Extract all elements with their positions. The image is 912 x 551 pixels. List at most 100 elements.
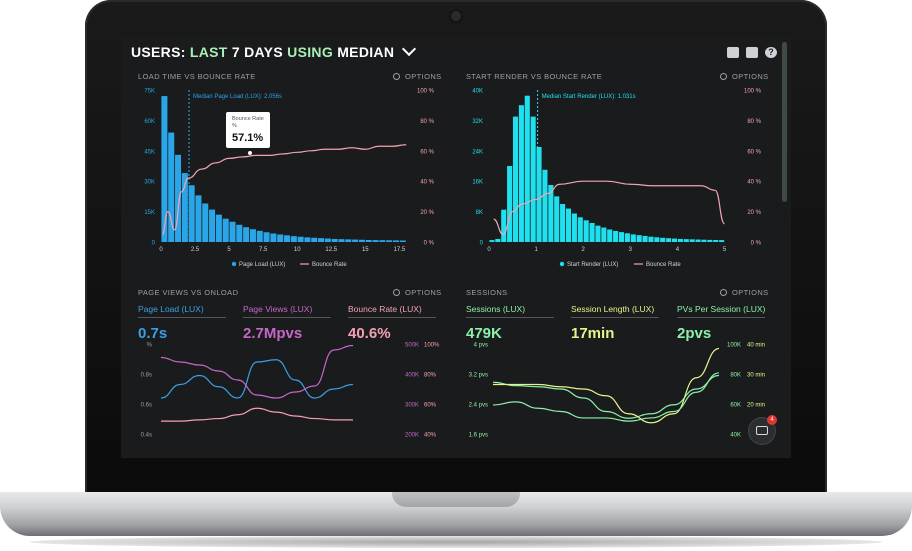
- metric-page-load: Page Load (LUX) 0.7s: [138, 304, 226, 342]
- x-tick-label: 0: [487, 247, 491, 253]
- options-load[interactable]: OPTIONS: [393, 72, 442, 81]
- metric-label: Bounce Rate (LUX): [348, 304, 436, 318]
- histogram-bar: [671, 238, 678, 242]
- histogram-bar: [707, 239, 713, 242]
- histogram-bar: [689, 239, 695, 242]
- camera-icon: [451, 11, 461, 21]
- gear-icon: [393, 289, 400, 296]
- histogram-bar: [195, 195, 202, 242]
- tooltip-value: 57.1%: [232, 132, 263, 144]
- laptop-notch: [392, 492, 520, 507]
- y2-tick-label: 80 %: [747, 119, 761, 125]
- y2-tick-label: 100 %: [417, 89, 435, 95]
- x-tick-label: 17.5: [394, 247, 406, 253]
- legend-label: Page Load (LUX): [239, 262, 285, 268]
- histogram-bar: [222, 218, 229, 242]
- title-range: 7 DAYS: [231, 44, 283, 60]
- histogram-bar: [297, 236, 304, 242]
- histogram-bar: [243, 227, 250, 242]
- options-label: OPTIONS: [405, 288, 442, 297]
- legend-label: Start Render (LUX): [567, 262, 618, 268]
- histogram-bar: [352, 239, 359, 242]
- histogram-bar: [290, 236, 297, 242]
- histogram-bar: [536, 147, 542, 242]
- y3-tick-label: 80%: [424, 373, 437, 379]
- histogram-bar: [713, 240, 719, 242]
- y2-tick-label: 500K: [405, 343, 419, 349]
- cursor-icon: [248, 151, 252, 155]
- histogram-bar: [577, 217, 583, 242]
- y3-tick-label: 30 min: [747, 373, 765, 379]
- histogram-bar: [554, 196, 560, 242]
- series-line: [161, 407, 353, 422]
- page-title[interactable]: USERS: LAST 7 DAYS USING MEDIAN: [131, 41, 417, 60]
- legend-label: Bounce Rate: [646, 262, 681, 268]
- histogram-bar: [318, 238, 325, 242]
- y2-tick-label: 20 %: [747, 210, 761, 216]
- y-tick-label: 1.6 pvs: [469, 433, 488, 439]
- y2-tick-label: 80 %: [420, 119, 434, 125]
- histogram-bar: [365, 239, 372, 242]
- histogram-bar: [489, 240, 495, 242]
- y-tick-label: 0.4s: [141, 433, 152, 439]
- title-word-users: USERS:: [131, 44, 186, 60]
- metric-value: 0.7s: [138, 325, 168, 342]
- options-pageviews[interactable]: OPTIONS: [393, 288, 442, 297]
- options-label: OPTIONS: [732, 72, 769, 81]
- histogram-bar: [618, 232, 625, 242]
- histogram-bar: [358, 239, 365, 242]
- metric-value: 2pvs: [677, 325, 712, 342]
- metric-value: 17min: [571, 325, 615, 342]
- y-tick-label: 32K: [472, 119, 483, 125]
- metric-label: Session Length (LUX): [571, 304, 659, 318]
- y-tick-label: 30K: [144, 180, 155, 186]
- y2-tick-label: 400K: [405, 373, 419, 379]
- options-render[interactable]: OPTIONS: [720, 72, 769, 81]
- x-tick-label: 15: [362, 247, 369, 253]
- histogram-bar: [518, 105, 524, 242]
- metric-session-length: Session Length (LUX) 17min: [571, 304, 659, 342]
- y3-tick-label: 40 min: [747, 343, 765, 349]
- y-tick-label: 15K: [144, 210, 155, 216]
- y-tick-label: 60K: [144, 119, 155, 125]
- metric-sessions: Sessions (LUX) 479K: [466, 304, 554, 342]
- y2-tick-label: 40 %: [747, 180, 761, 186]
- y-tick-label: 40K: [472, 89, 483, 95]
- y-tick-label: 24K: [472, 149, 483, 155]
- histogram-bar: [386, 240, 393, 242]
- panel-title-render: START RENDER VS BOUNCE RATE: [466, 72, 603, 81]
- x-tick-label: 3: [629, 247, 633, 253]
- chat-button[interactable]: 4: [749, 415, 777, 444]
- help-icon[interactable]: ?: [765, 47, 777, 58]
- histogram-bar: [601, 227, 607, 242]
- monitor-icon[interactable]: [727, 47, 739, 58]
- histogram-bar: [642, 235, 648, 242]
- y2-tick-label: 40 %: [420, 180, 434, 186]
- metric-pvs-per-session: PVs Per Session (LUX) 2pvs: [677, 304, 765, 342]
- histogram-bar: [695, 239, 701, 242]
- histogram-bar: [530, 116, 536, 242]
- options-sessions[interactable]: OPTIONS: [720, 288, 769, 297]
- y2-tick-label: 0 %: [424, 241, 435, 247]
- histogram-bar: [304, 237, 311, 242]
- series-line: [160, 359, 354, 399]
- histogram-bar: [331, 238, 338, 242]
- histogram-bar: [495, 238, 501, 242]
- histogram-bar: [229, 221, 236, 242]
- scrollbar[interactable]: [782, 42, 787, 202]
- histogram-bar: [654, 237, 660, 242]
- y2-tick-label: 300K: [405, 403, 419, 409]
- y3-tick-label: 40%: [424, 433, 437, 439]
- histogram-bar: [324, 238, 331, 242]
- y2-tick-label: 80K: [730, 373, 741, 379]
- histogram-bar: [613, 230, 619, 242]
- histogram-bar: [630, 234, 636, 242]
- x-tick-label: 5: [227, 247, 231, 253]
- histogram-bar: [270, 233, 277, 242]
- tooltip-box: [226, 112, 270, 148]
- export-icon[interactable]: [746, 47, 758, 58]
- histogram-bar: [648, 236, 654, 242]
- metric-value: 2.7Mpvs: [243, 325, 303, 342]
- histogram-bar: [660, 237, 666, 242]
- x-tick-label: 4: [676, 247, 680, 253]
